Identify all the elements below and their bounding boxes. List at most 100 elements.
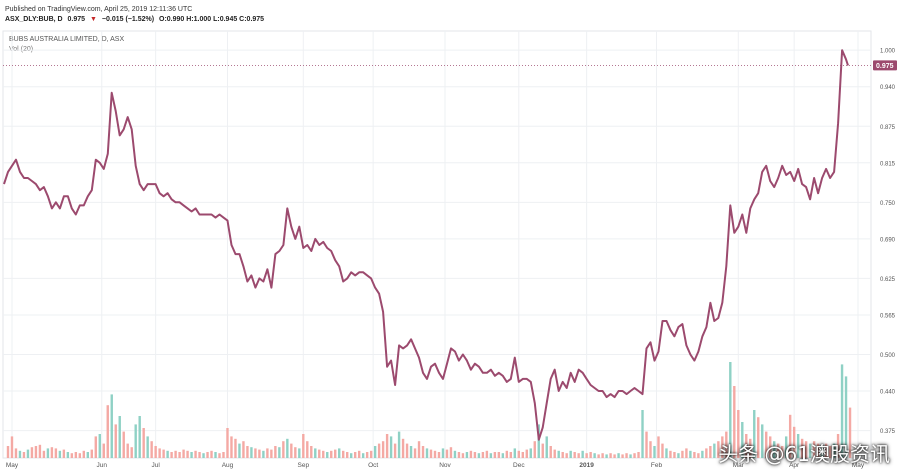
x-tick-label: May — [852, 462, 865, 469]
price-line — [3, 49, 849, 441]
x-tick-label: Jul — [151, 462, 160, 469]
volume-bar — [541, 443, 544, 458]
last-price-tag-bg — [873, 60, 897, 71]
volume-bar — [405, 443, 409, 458]
volume-bar — [828, 446, 832, 458]
volume-bar — [70, 453, 74, 458]
volume-bar — [26, 449, 30, 458]
volume-bar — [421, 446, 425, 458]
volume-bar — [66, 452, 70, 458]
volume-bar — [154, 446, 157, 458]
volume-bar — [741, 422, 744, 458]
volume-bar — [122, 431, 125, 458]
volume-bar — [848, 407, 852, 458]
volume-bar — [832, 443, 836, 458]
x-tick-label: Nov — [439, 462, 451, 469]
volume-bar — [298, 448, 301, 458]
volume-bar — [381, 441, 385, 458]
volume-bar — [429, 449, 433, 458]
volume-bar — [481, 452, 485, 458]
volume-bar — [609, 453, 612, 458]
volume-bar — [82, 450, 86, 458]
y-tick-label: 0.815 — [880, 161, 896, 167]
volume-bar — [693, 452, 696, 458]
x-tick-label: Aug — [222, 462, 234, 469]
y-tick-label: 0.440 — [880, 390, 896, 396]
volume-bar — [525, 449, 528, 458]
volume-bar — [437, 452, 441, 458]
volume-bar — [673, 452, 676, 458]
volume-bar — [230, 436, 233, 458]
volume-bar — [713, 443, 716, 458]
y-tick-label: 0.750 — [880, 201, 896, 207]
x-tick-label: Oct — [368, 462, 378, 469]
x-axis: May Jun Jul Aug Sep Oct Nov Dec 2019 Feb Mar Apr May — [6, 462, 865, 469]
volume-bar — [796, 434, 800, 458]
volume-bar — [816, 443, 820, 458]
grid-lines — [3, 31, 871, 458]
volume-bar — [114, 424, 117, 458]
volume-bar — [485, 450, 489, 458]
volume-bar — [377, 443, 381, 458]
volume-bar — [433, 450, 437, 458]
volume-bar — [589, 452, 592, 458]
quote-line: ASX_DLY:BUB, D 0.975 ▼ −0.015 (−1.52%) O… — [5, 16, 267, 23]
volume-bar — [629, 454, 632, 458]
ohlc-values: O:0.990 H:1.000 L:0.945 C:0.975 — [159, 16, 265, 23]
volume-bar — [765, 431, 768, 458]
volume-bar — [812, 441, 816, 458]
volume-bar — [314, 448, 317, 458]
published-note: Published on TradingView.com, April 25, … — [5, 6, 193, 13]
volume-bar — [322, 450, 325, 458]
volume-bar — [98, 434, 101, 458]
volume-bar — [721, 436, 724, 458]
volume-bar — [517, 450, 521, 458]
plot-frame — [2, 30, 872, 459]
volume-bar — [465, 452, 469, 458]
y-tick-label: 0.625 — [880, 277, 896, 283]
volume-bar — [334, 449, 337, 458]
volume-bar — [174, 450, 177, 458]
volume-bar — [166, 450, 169, 458]
volume-bar — [278, 447, 281, 458]
volume-bar — [186, 450, 189, 458]
volume-bar — [34, 446, 38, 458]
volume-bar — [357, 450, 361, 458]
down-arrow-icon: ▼ — [90, 16, 97, 23]
volume-bar — [361, 453, 365, 458]
volume-bar — [840, 364, 844, 458]
y-tick-label: 0.875 — [880, 125, 896, 131]
last-price-tag-text: 0.975 — [876, 63, 894, 70]
volume-bar — [270, 449, 273, 458]
x-tick-label: Mar — [733, 462, 745, 469]
volume-bar — [697, 453, 700, 458]
volume-bar — [393, 443, 397, 458]
volume-bar — [701, 450, 704, 458]
volume-bar — [238, 443, 241, 458]
volume-bar — [573, 452, 576, 458]
volume-bar — [178, 452, 181, 458]
volume-bars — [6, 362, 852, 458]
volume-bar — [561, 452, 564, 458]
volume-bar — [665, 448, 668, 458]
last-price-tag: 0.975 — [873, 60, 897, 71]
volume-bar — [784, 436, 788, 458]
volume-bar — [14, 448, 18, 458]
volume-bar — [601, 453, 604, 458]
y-tick-label: 0.690 — [880, 237, 896, 243]
volume-bar — [553, 449, 556, 458]
volume-bar — [342, 450, 345, 458]
volume-bar — [222, 452, 225, 458]
volume-bar — [150, 441, 153, 458]
volume-bar — [645, 431, 648, 458]
volume-bar — [50, 447, 54, 458]
volume-indicator-label: Vol (20) — [9, 46, 34, 53]
volume-bar — [286, 438, 289, 458]
volume-bar — [753, 410, 756, 458]
volume-bar — [661, 443, 664, 458]
volume-bar — [605, 454, 608, 458]
volume-bar — [549, 446, 552, 458]
x-tick-label: Sep — [298, 462, 310, 469]
